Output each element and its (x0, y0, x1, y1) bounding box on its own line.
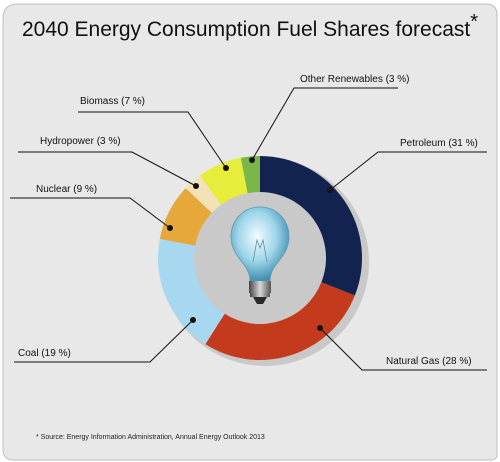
leader-line (251, 87, 398, 161)
leader-dot (317, 325, 323, 331)
slice-label: Natural Gas (28 %) (386, 356, 472, 367)
chart-title: 2040 Energy Consumption Fuel Shares fore… (0, 12, 500, 42)
leader-dot (223, 165, 229, 171)
leader-dot (190, 317, 196, 323)
light-bulb-icon (230, 206, 290, 304)
slice-label: Other Renewables (3 %) (300, 74, 410, 85)
chart-title-text: 2040 Energy Consumption Fuel Shares fore… (21, 18, 471, 41)
leader-line (78, 111, 227, 169)
slice-label: Biomass (7 %) (80, 96, 145, 107)
leader-line (14, 319, 194, 363)
slice-label: Coal (19 %) (18, 348, 71, 359)
leader-dot (249, 157, 255, 163)
donut-slice-nuclear (159, 188, 212, 246)
slice-labels: Petroleum (31 %) Natural Gas (28 %) Coal (… (10, 74, 487, 371)
slice-label: Hydropower (3 %) (40, 136, 121, 147)
donut-slice-other-renewables (240, 156, 260, 194)
donut-slices (157, 156, 362, 360)
slice-label: Nuclear (9 %) (36, 184, 97, 195)
leader-dot (167, 225, 173, 231)
slice-label: Petroleum (31 %) (400, 138, 478, 149)
source-note: * Source: Energy Information Administrat… (36, 434, 265, 441)
leader-line (18, 151, 197, 187)
donut-slice-natural-gas (205, 282, 355, 360)
leader-line (319, 327, 487, 371)
donut-slice-biomass (200, 157, 248, 205)
title-asterisk: * (470, 11, 479, 33)
donut-slice-coal (157, 238, 225, 345)
leader-dot (193, 183, 199, 189)
leader-line (329, 151, 487, 191)
leader-line (10, 197, 171, 229)
leader-dot (327, 187, 333, 193)
donut-slice-petroleum (260, 156, 362, 296)
